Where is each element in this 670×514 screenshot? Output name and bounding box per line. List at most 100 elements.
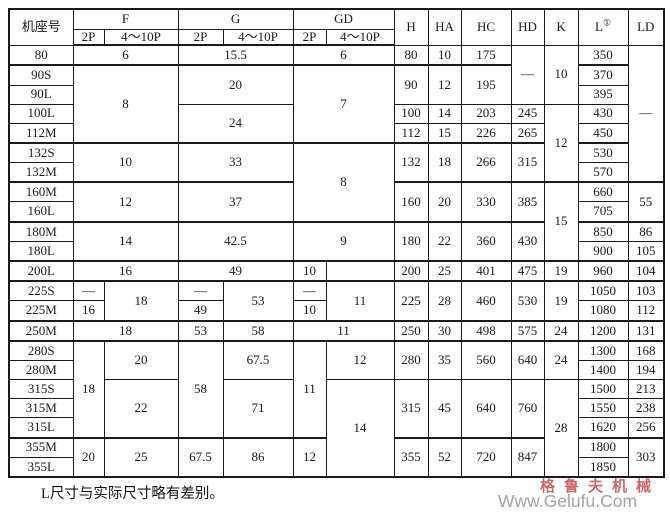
dimension-cell: 266 bbox=[460, 141, 512, 183]
dimension-cell: 256 bbox=[627, 417, 665, 438]
dimension-cell: 12 bbox=[292, 436, 327, 478]
subheader-f-4-10p: 4～10P bbox=[103, 28, 179, 46]
dimension-cell: 350 bbox=[577, 44, 629, 66]
dimension-cell: 11 bbox=[292, 319, 395, 342]
column-group-gd: GD bbox=[292, 8, 395, 30]
dimension-cell: 1620 bbox=[577, 417, 629, 438]
dimension-cell: 67.5 bbox=[222, 339, 294, 381]
table-row: 90S 8 20 7 90 12 195 370 bbox=[8, 64, 664, 144]
dimension-cell: — bbox=[177, 280, 224, 302]
dimension-cell: 203 bbox=[460, 103, 512, 124]
dimension-cell: 8 bbox=[292, 141, 395, 223]
table-row: 355M 20 25 67.5 86 12 355 52 720 847 1800 303 bbox=[8, 436, 665, 478]
subheader-g-2p: 2P bbox=[177, 28, 224, 46]
column-header-hc: HC bbox=[460, 8, 512, 46]
dimension-cell: 49 bbox=[177, 300, 224, 322]
dimension-cell: 25 bbox=[427, 259, 462, 282]
dimension-cell: 194 bbox=[627, 360, 665, 381]
dimension-cell: 18 bbox=[427, 141, 462, 183]
dimension-cell: 28 bbox=[543, 379, 579, 478]
dimension-cell: 112 bbox=[393, 122, 429, 144]
frame-size-cell: 160L bbox=[8, 201, 74, 223]
dimension-cell: 213 bbox=[627, 379, 665, 400]
frame-size-cell: 315M bbox=[8, 398, 74, 419]
frame-size-cell: 200L bbox=[8, 259, 74, 282]
dimension-cell: 960 bbox=[577, 259, 629, 282]
frame-size-cell: 90S bbox=[8, 64, 74, 86]
frame-size-cell: 355M bbox=[8, 436, 74, 458]
table-row: 315L 1620 256 bbox=[8, 417, 665, 438]
dimension-cell: 1500 bbox=[577, 379, 629, 400]
dimension-cell: 245 bbox=[510, 103, 545, 124]
dimension-cell: 498 bbox=[460, 319, 512, 342]
dimension-cell: 112 bbox=[627, 300, 665, 322]
dimension-cell: 10 bbox=[292, 259, 327, 282]
dimension-cell: 10 bbox=[292, 300, 327, 322]
frame-size-cell: 132S bbox=[8, 141, 74, 163]
dimension-cell: 1300 bbox=[577, 339, 629, 362]
frame-size-cell: 80 bbox=[8, 44, 74, 66]
dimension-cell: 28 bbox=[427, 280, 462, 322]
dimension-cell: 10 bbox=[427, 44, 462, 66]
dimension-cell: 175 bbox=[460, 44, 512, 66]
dimension-cell: 80 bbox=[393, 44, 429, 66]
table-row: 90L 395 bbox=[8, 84, 664, 105]
dimension-cell: 385 bbox=[510, 181, 545, 223]
column-header-frame: 机座号 bbox=[8, 8, 74, 46]
table-row: 160L 705 bbox=[8, 201, 664, 223]
dimension-cell: 560 bbox=[460, 339, 512, 381]
dimension-cell: 24 bbox=[543, 319, 579, 342]
table-row: 250M 18 53 58 11 250 30 498 575 24 1200 131 bbox=[8, 319, 665, 342]
dimension-cell: 86 bbox=[627, 220, 665, 242]
subheader-g-4-10p: 4～10P bbox=[222, 28, 294, 46]
dimension-cell: 238 bbox=[627, 398, 665, 419]
dimension-cell: 12 bbox=[427, 64, 462, 105]
subheader-f-2p: 2P bbox=[72, 28, 105, 46]
dimension-cell: 132 bbox=[393, 141, 429, 183]
frame-size-cell: 180L bbox=[8, 240, 74, 262]
dimension-cell: 280 bbox=[393, 339, 429, 381]
frame-size-cell: 132M bbox=[8, 162, 74, 183]
dimension-cell: 7 bbox=[292, 64, 395, 144]
dimension-cell: 55 bbox=[627, 181, 665, 223]
column-header-h: H bbox=[393, 8, 429, 46]
dimension-cell: 14 bbox=[72, 220, 179, 262]
dimension-cell: — bbox=[292, 280, 327, 302]
frame-size-cell: 160M bbox=[8, 181, 74, 203]
dimension-cell: 35 bbox=[427, 339, 462, 381]
dimension-cell: 19 bbox=[543, 259, 579, 282]
dimension-cell: 45 bbox=[427, 379, 462, 438]
dimension-cell: 1800 bbox=[577, 436, 629, 458]
dimension-cell: 15 bbox=[543, 181, 579, 262]
dimension-cell: 315 bbox=[393, 379, 429, 438]
frame-size-cell: 280M bbox=[8, 360, 74, 381]
dimension-cell: 430 bbox=[577, 103, 629, 124]
table-row: 225S —18—53—11 225 28 460 530 19 1050 103 bbox=[8, 280, 665, 322]
dimension-cell: 18 bbox=[72, 339, 105, 438]
dimension-cell: 20 bbox=[72, 436, 105, 478]
dimension-cell: 195 bbox=[460, 64, 512, 105]
frame-size-cell: 225M bbox=[8, 300, 74, 322]
table-row: 315M 1550 238 bbox=[8, 398, 665, 419]
l-label: L bbox=[595, 19, 603, 35]
table-row: 80 6 15.5 6 80 10 175—10 350— bbox=[8, 44, 665, 183]
dimension-cell: 760 bbox=[510, 379, 545, 438]
table-row: 132S 10 33 8 132 18 266 315 530 bbox=[8, 141, 664, 223]
dimension-cell: 15.5 bbox=[177, 44, 294, 66]
dimension-cell: 180 bbox=[393, 220, 429, 262]
dimension-cell: 131 bbox=[627, 319, 665, 342]
dimension-cell: 705 bbox=[577, 201, 629, 223]
dimension-cell: 640 bbox=[510, 339, 545, 381]
dimension-cell: 42.5 bbox=[177, 220, 294, 262]
dimension-cell: 430 bbox=[510, 220, 545, 262]
dimension-cell: 90 bbox=[393, 64, 429, 105]
dimension-cell: 104 bbox=[627, 259, 665, 282]
frame-size-cell: 225S bbox=[8, 280, 74, 302]
dimension-cell: 52 bbox=[427, 436, 462, 478]
dimension-cell: 16 bbox=[72, 300, 105, 322]
dimension-cell: — bbox=[510, 44, 545, 105]
dimension-cell: 24 bbox=[543, 339, 579, 381]
dimension-cell: 14 bbox=[325, 379, 395, 478]
dimension-cell: 265 bbox=[510, 122, 545, 144]
frame-size-cell: 315S bbox=[8, 379, 74, 400]
